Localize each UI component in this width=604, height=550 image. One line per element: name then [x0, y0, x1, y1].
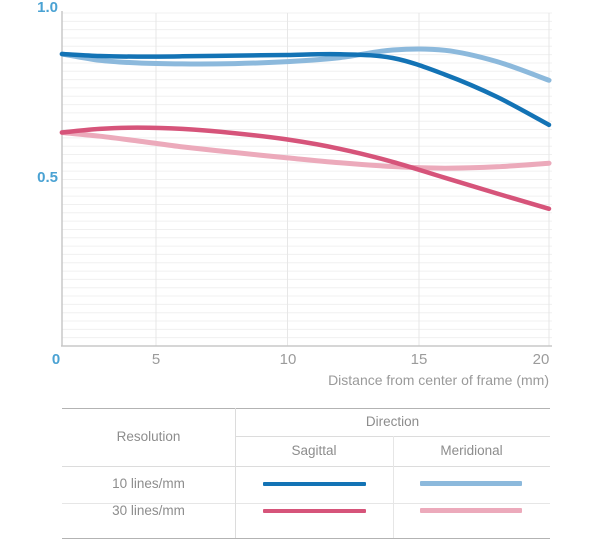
table-border-top: [62, 408, 550, 409]
x-axis-title: Distance from center of frame (mm): [328, 372, 549, 388]
y-tick-0.5: 0.5: [37, 169, 58, 186]
header-sagittal: Sagittal: [291, 443, 337, 458]
legend-swatch-10-sagittal: [263, 482, 366, 486]
curve-10-lines-mm-meridional: [59, 46, 552, 83]
table-vrule-sagittal-meridional: [393, 436, 394, 538]
header-direction: Direction: [365, 414, 420, 429]
row-label-10-lines: 10 lines/mm: [112, 476, 185, 491]
table-rule-under-direction: [235, 436, 550, 437]
legend-swatch-30-meridional: [420, 508, 522, 513]
curve-30-lines-mm-meridional: [59, 130, 552, 171]
table-vrule-resolution-direction: [235, 408, 236, 538]
table-rule-under-headers: [62, 466, 550, 467]
mtf-line-chart: [59, 11, 552, 347]
table-rule-between-rows: [62, 503, 550, 504]
x-tick-20: 20: [532, 351, 550, 368]
x-tick-5: 5: [151, 351, 161, 368]
legend-swatch-30-sagittal: [263, 509, 366, 513]
header-meridional: Meridional: [440, 443, 503, 458]
x-tick-10: 10: [279, 351, 297, 368]
curve-30-lines-mm-sagittal: [59, 125, 552, 212]
x-tick-15: 15: [410, 351, 428, 368]
header-resolution: Resolution: [116, 429, 181, 444]
curve-10-lines-mm-sagittal: [59, 51, 552, 128]
legend-swatch-10-meridional: [420, 481, 522, 486]
x-tick-0: 0: [51, 351, 61, 368]
y-tick-1.0: 1.0: [37, 0, 58, 16]
row-label-30-lines: 30 lines/mm: [112, 503, 185, 518]
table-border-bottom: [62, 538, 550, 539]
